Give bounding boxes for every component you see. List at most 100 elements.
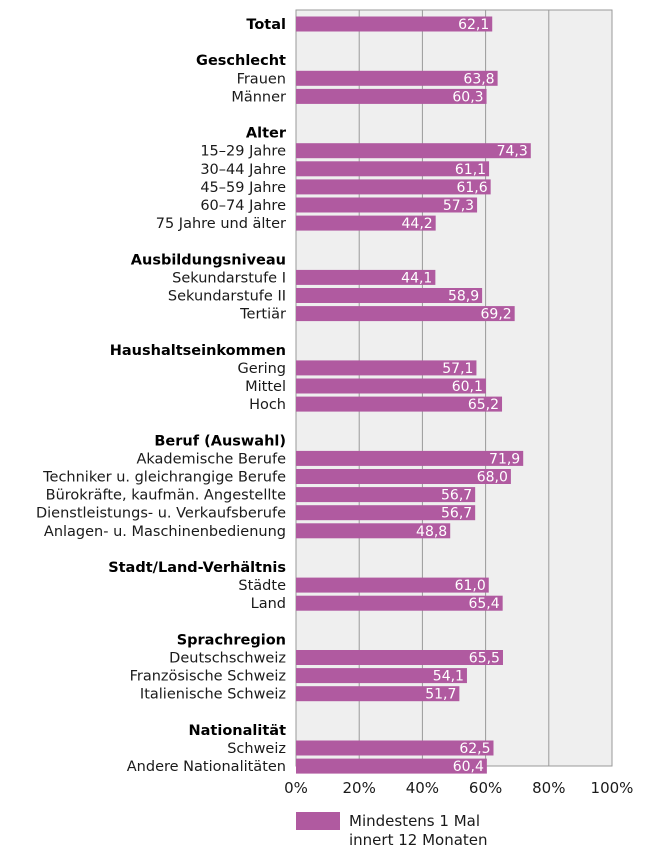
bar bbox=[296, 595, 503, 611]
category-label: Land bbox=[251, 596, 286, 612]
bar bbox=[296, 577, 489, 593]
legend-label-line-2: innert 12 Monaten bbox=[349, 831, 488, 849]
category-label: 75 Jahre und älter bbox=[156, 216, 286, 232]
bar bbox=[296, 16, 493, 32]
bar-value-label: 65,4 bbox=[468, 596, 499, 612]
bar-value-label: 58,9 bbox=[448, 289, 479, 305]
bar bbox=[296, 179, 491, 195]
category-label: 60–74 Jahre bbox=[200, 198, 286, 214]
bar-value-label: 63,8 bbox=[463, 71, 494, 87]
bar-value-label: 51,7 bbox=[425, 687, 456, 703]
category-label: Männer bbox=[231, 89, 286, 105]
category-label: Frauen bbox=[237, 71, 286, 87]
bar bbox=[296, 469, 511, 484]
bar bbox=[296, 740, 494, 756]
bar-value-label: 62,1 bbox=[458, 17, 489, 33]
bar-value-label: 65,5 bbox=[469, 651, 500, 667]
bar bbox=[296, 88, 487, 104]
legend: Mindestens 1 Mal innert 12 Monaten bbox=[296, 812, 488, 849]
bar-value-label: 44,2 bbox=[402, 216, 433, 232]
bar-value-label: 60,1 bbox=[452, 379, 483, 395]
category-label: Tertiär bbox=[239, 307, 286, 323]
bar bbox=[296, 505, 476, 521]
legend-label-line-1: Mindestens 1 Mal bbox=[349, 812, 480, 830]
category-label: Schweiz bbox=[227, 741, 286, 757]
category-label: Mittel bbox=[245, 379, 286, 395]
bar-value-label: 61,1 bbox=[455, 162, 486, 178]
category-label: Andere Nationalitäten bbox=[127, 759, 286, 775]
category-label: Dienstleistungs- u. Verkaufsberufe bbox=[36, 506, 286, 522]
bars: 62,1 63,8 60,3 74,3 61,1 61,6 57,3 44,2 44,1 58,9… bbox=[296, 16, 531, 775]
bar bbox=[296, 378, 486, 394]
category-label: Gering bbox=[237, 361, 286, 377]
legend-swatch bbox=[296, 812, 340, 830]
bar-value-label: 56,7 bbox=[441, 488, 472, 504]
bar-value-label: 69,2 bbox=[481, 307, 512, 323]
bar-value-label: 62,5 bbox=[459, 741, 490, 757]
category-label: Anlagen- u. Maschinenbedienung bbox=[44, 524, 286, 540]
bar-value-label: 61,6 bbox=[456, 180, 487, 196]
bar bbox=[296, 215, 436, 231]
bar bbox=[296, 70, 498, 86]
bar-value-label: 57,1 bbox=[442, 361, 473, 377]
bar bbox=[296, 758, 487, 774]
category-label: 30–44 Jahre bbox=[200, 162, 286, 178]
bar-value-label: 61,0 bbox=[455, 578, 486, 594]
x-tick-label: 60% bbox=[469, 779, 502, 797]
category-label: Italienische Schweiz bbox=[140, 687, 286, 703]
x-axis-ticks: 0% 20% 40% 60% 80% 100% bbox=[284, 779, 633, 797]
category-label: Sekundarstufe I bbox=[172, 270, 286, 286]
x-tick-label: 0% bbox=[284, 779, 308, 797]
x-tick-label: 20% bbox=[343, 779, 376, 797]
bar bbox=[296, 487, 476, 503]
bar-value-label: 44,1 bbox=[401, 270, 432, 286]
bar bbox=[296, 197, 478, 213]
group-label: Beruf (Auswahl) bbox=[154, 433, 286, 449]
bar-value-label: 74,3 bbox=[497, 144, 528, 160]
group-label: Stadt/Land-Verhältnis bbox=[108, 560, 286, 576]
bar bbox=[296, 288, 483, 303]
bar bbox=[296, 360, 477, 376]
bar-value-label: 71,9 bbox=[489, 451, 520, 467]
group-label: Ausbildungsniveau bbox=[131, 252, 286, 268]
bar bbox=[296, 668, 467, 684]
bar bbox=[296, 161, 490, 177]
x-tick-label: 40% bbox=[406, 779, 439, 797]
bar bbox=[296, 396, 503, 412]
bar-value-label: 68,0 bbox=[477, 470, 508, 486]
bar-value-label: 56,7 bbox=[441, 506, 472, 522]
bar-value-label: 60,3 bbox=[452, 89, 483, 105]
group-label: Total bbox=[246, 17, 286, 33]
bar bbox=[296, 686, 460, 702]
category-label: Sekundarstufe II bbox=[168, 289, 286, 305]
category-label: Französische Schweiz bbox=[130, 669, 286, 685]
bar bbox=[296, 143, 531, 159]
bar bbox=[296, 650, 503, 665]
group-label: Geschlecht bbox=[196, 53, 286, 69]
bar-value-label: 65,2 bbox=[468, 397, 499, 413]
group-label: Haushaltseinkommen bbox=[110, 343, 286, 359]
category-label: Bürokräfte, kaufmän. Angestellte bbox=[46, 488, 286, 504]
bar-value-label: 48,8 bbox=[416, 524, 447, 540]
bar bbox=[296, 306, 515, 322]
category-label: Deutschschweiz bbox=[169, 651, 286, 667]
bar bbox=[296, 450, 524, 466]
group-label: Sprachregion bbox=[177, 632, 286, 648]
group-label: Alter bbox=[246, 126, 287, 142]
category-label: Akademische Berufe bbox=[136, 451, 286, 467]
bar-value-label: 57,3 bbox=[443, 198, 474, 214]
bar-value-label: 54,1 bbox=[433, 669, 464, 685]
category-labels: Total Geschlecht Frauen Männer Alter 15–29 Ja… bbox=[36, 17, 287, 775]
category-label: Hoch bbox=[249, 397, 286, 413]
x-tick-label: 100% bbox=[591, 779, 634, 797]
x-tick-label: 80% bbox=[532, 779, 565, 797]
bar-value-label: 60,4 bbox=[453, 759, 484, 775]
category-label: Techniker u. gleichrangige Berufe bbox=[42, 470, 286, 486]
category-label: Städte bbox=[238, 578, 286, 594]
category-label: 15–29 Jahre bbox=[200, 144, 286, 160]
group-label: Nationalität bbox=[189, 723, 287, 739]
category-label: 45–59 Jahre bbox=[200, 180, 286, 196]
bar bbox=[296, 523, 451, 539]
bar bbox=[296, 269, 436, 285]
